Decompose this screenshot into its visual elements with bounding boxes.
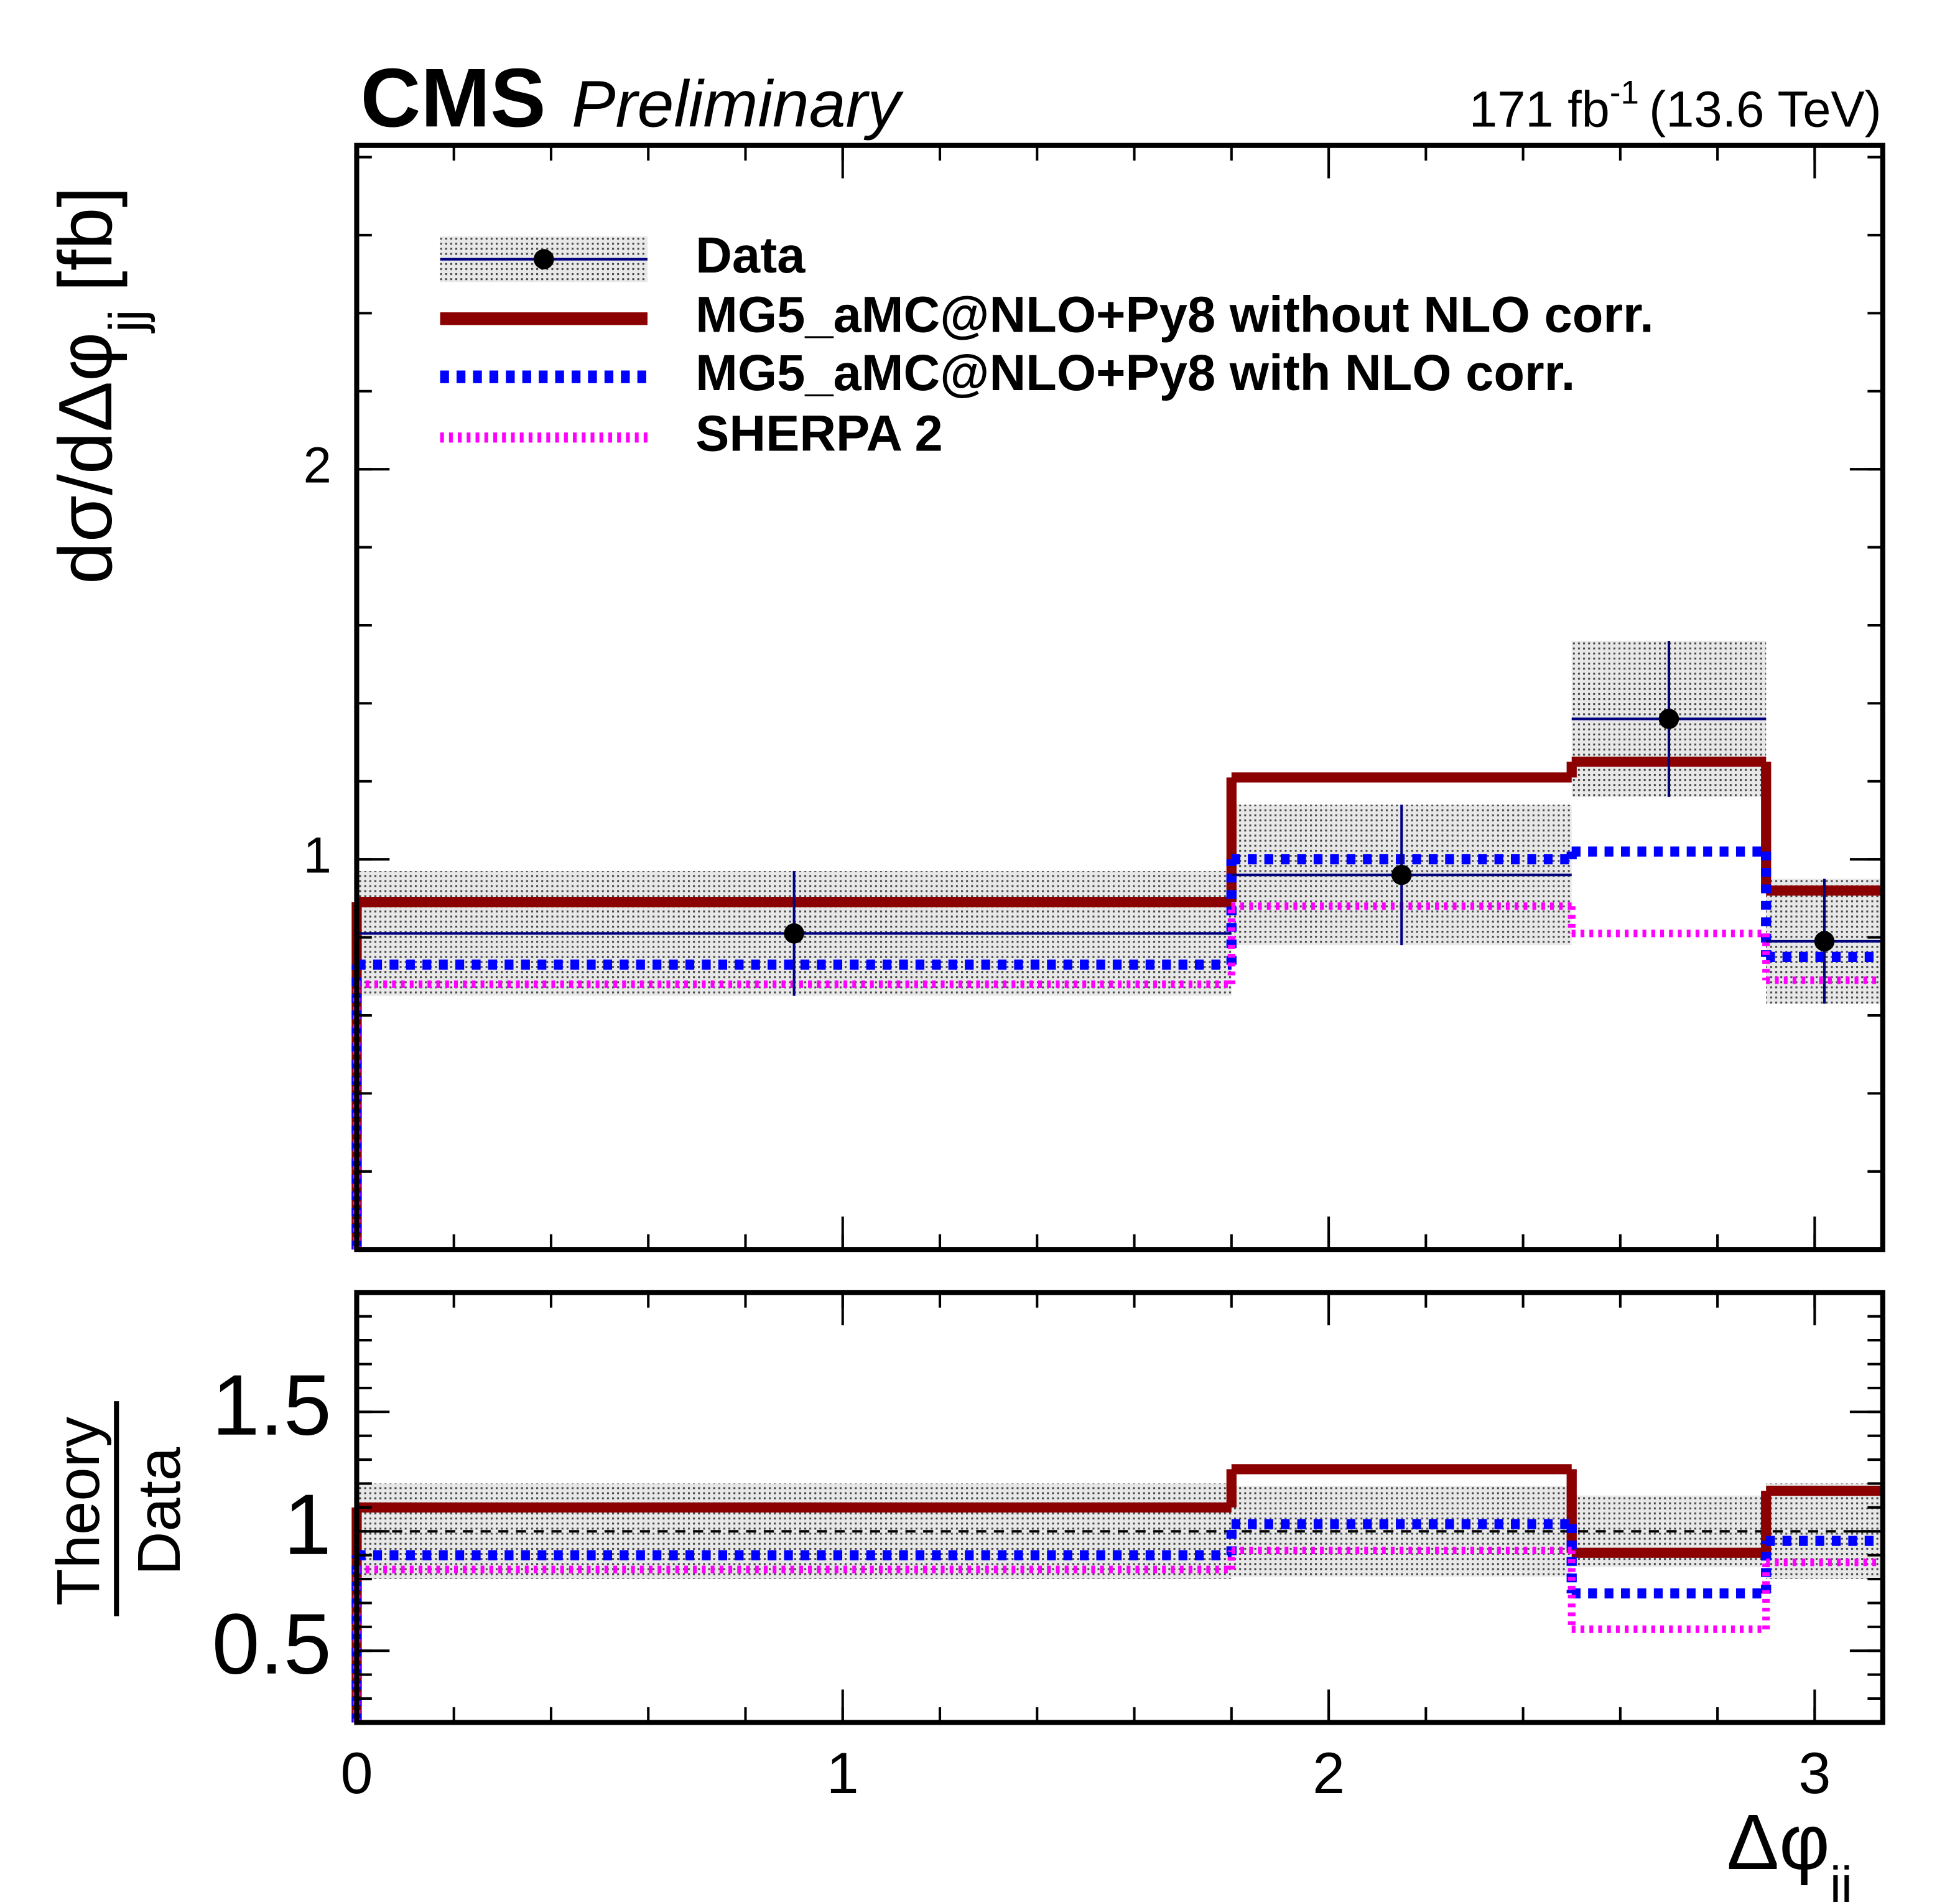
energy: (13.6 TeV) bbox=[1649, 81, 1882, 138]
x-tick-label: 0 bbox=[340, 1740, 373, 1806]
y-tick-label: 0.5 bbox=[212, 1597, 332, 1692]
ratio-label-top: Theory bbox=[44, 1417, 112, 1606]
x-axis-label: Δφjj bbox=[1727, 1798, 1852, 1902]
lumi: 171 fb-1 (13.6 TeV) bbox=[1469, 75, 1882, 138]
y-label-unit: [fb] bbox=[43, 187, 128, 292]
x-label-main: Δφ bbox=[1727, 1798, 1830, 1886]
y-tick-label: 1 bbox=[304, 827, 332, 884]
y-label-sub: jj bbox=[99, 310, 156, 333]
legend-label: Data bbox=[695, 227, 806, 284]
y-axis-label: dσ/dΔφjj [fb] bbox=[43, 187, 156, 584]
legend-label: MG5_aMC@NLO+Py8 with NLO corr. bbox=[695, 345, 1575, 401]
data-point bbox=[1391, 864, 1412, 885]
x-tick-label: 1 bbox=[827, 1740, 859, 1806]
lumi-exp: -1 bbox=[1610, 75, 1639, 111]
ratio-label-bottom: Data bbox=[125, 1447, 193, 1575]
data-point bbox=[1814, 931, 1835, 952]
data-point bbox=[1658, 709, 1679, 729]
status: Preliminary bbox=[572, 67, 904, 141]
y-tick-label: 1 bbox=[284, 1477, 332, 1573]
y-label-main: dσ/dΔφ bbox=[43, 332, 128, 584]
y-tick-label: 1.5 bbox=[212, 1358, 332, 1453]
legend-label: SHERPA 2 bbox=[695, 406, 943, 462]
experiment: CMS bbox=[361, 52, 546, 144]
frame bbox=[354, 142, 1885, 1252]
x-tick-label: 3 bbox=[1798, 1740, 1831, 1806]
x-label-sub: jj bbox=[1829, 1857, 1852, 1902]
data-point bbox=[784, 923, 804, 944]
legend-label: MG5_aMC@NLO+Py8 without NLO corr. bbox=[695, 287, 1654, 343]
lumi-value: 171 fb bbox=[1469, 81, 1610, 138]
y-tick-label: 2 bbox=[304, 437, 332, 494]
legend-swatch bbox=[533, 249, 554, 269]
x-tick-label: 2 bbox=[1312, 1740, 1345, 1806]
